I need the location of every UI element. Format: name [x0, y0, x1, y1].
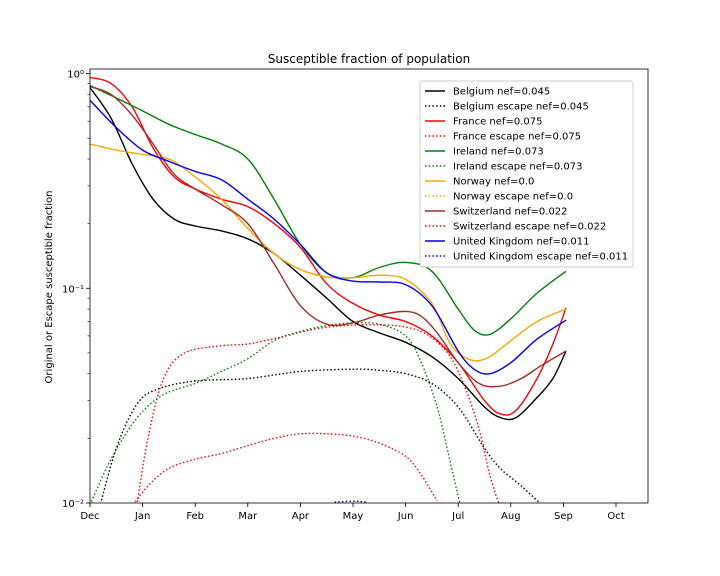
legend-label: United Kingdom nef=0.011	[453, 237, 589, 248]
chart-title: Susceptible fraction of population	[268, 52, 470, 66]
x-tick-label: May	[343, 511, 364, 522]
series-line-10	[90, 99, 567, 375]
series-line-1	[100, 368, 541, 503]
series-line-5	[90, 321, 461, 503]
y-axis-label: Original or Escape susceptible fraction	[44, 191, 55, 384]
legend-label: Belgium escape nef=0.045	[453, 102, 589, 113]
x-tick-label: Jan	[134, 511, 150, 522]
x-tick-label: Oct	[607, 511, 624, 522]
legend-label: United Kingdom escape nef=0.011	[453, 252, 628, 263]
legend-box	[419, 80, 634, 268]
series-line-2	[90, 76, 567, 416]
x-tick-label: Mar	[238, 511, 258, 522]
y-tick-label: 10⁰	[67, 70, 84, 81]
legend-label: France escape nef=0.075	[453, 132, 581, 143]
legend-label: Norway nef=0.0	[453, 177, 534, 188]
x-tick-label: Jun	[397, 511, 414, 522]
legend-label: France nef=0.075	[453, 117, 542, 128]
legend-label: Belgium nef=0.045	[453, 87, 550, 98]
legend-label: Ireland escape nef=0.073	[453, 162, 582, 173]
legend-label: Switzerland escape nef=0.022	[453, 222, 606, 233]
x-tick-label: Aug	[501, 511, 521, 522]
x-tick-label: Apr	[292, 511, 310, 522]
legend: Belgium nef=0.045 Belgium escape nef=0.04…	[419, 80, 634, 268]
series-line-9	[133, 432, 438, 503]
x-tick-label: Sep	[554, 511, 573, 522]
y-axis: 10⁻² 10⁻¹ 10⁰	[62, 70, 90, 510]
plot-frame	[89, 68, 649, 504]
legend-label: Ireland nef=0.073	[453, 147, 544, 158]
series-line-11	[334, 500, 367, 503]
x-tick-label: Feb	[186, 511, 204, 522]
x-tick-label: Jul	[451, 511, 464, 522]
series-line-0	[90, 87, 567, 421]
series-line-3	[136, 324, 500, 503]
x-axis: Dec Jan Feb Mar Apr May Jun Jul Aug Sep Oct	[80, 503, 625, 522]
x-tick-label: Dec	[80, 511, 99, 522]
legend-label: Switzerland nef=0.022	[453, 207, 568, 218]
series-group	[90, 76, 567, 503]
y-tick-label: 10⁻¹	[62, 284, 84, 295]
y-tick-label: 10⁻²	[62, 499, 84, 510]
series-line-6	[90, 143, 567, 362]
plot-area	[89, 68, 649, 504]
legend-label: Norway escape nef=0.0	[453, 192, 573, 203]
